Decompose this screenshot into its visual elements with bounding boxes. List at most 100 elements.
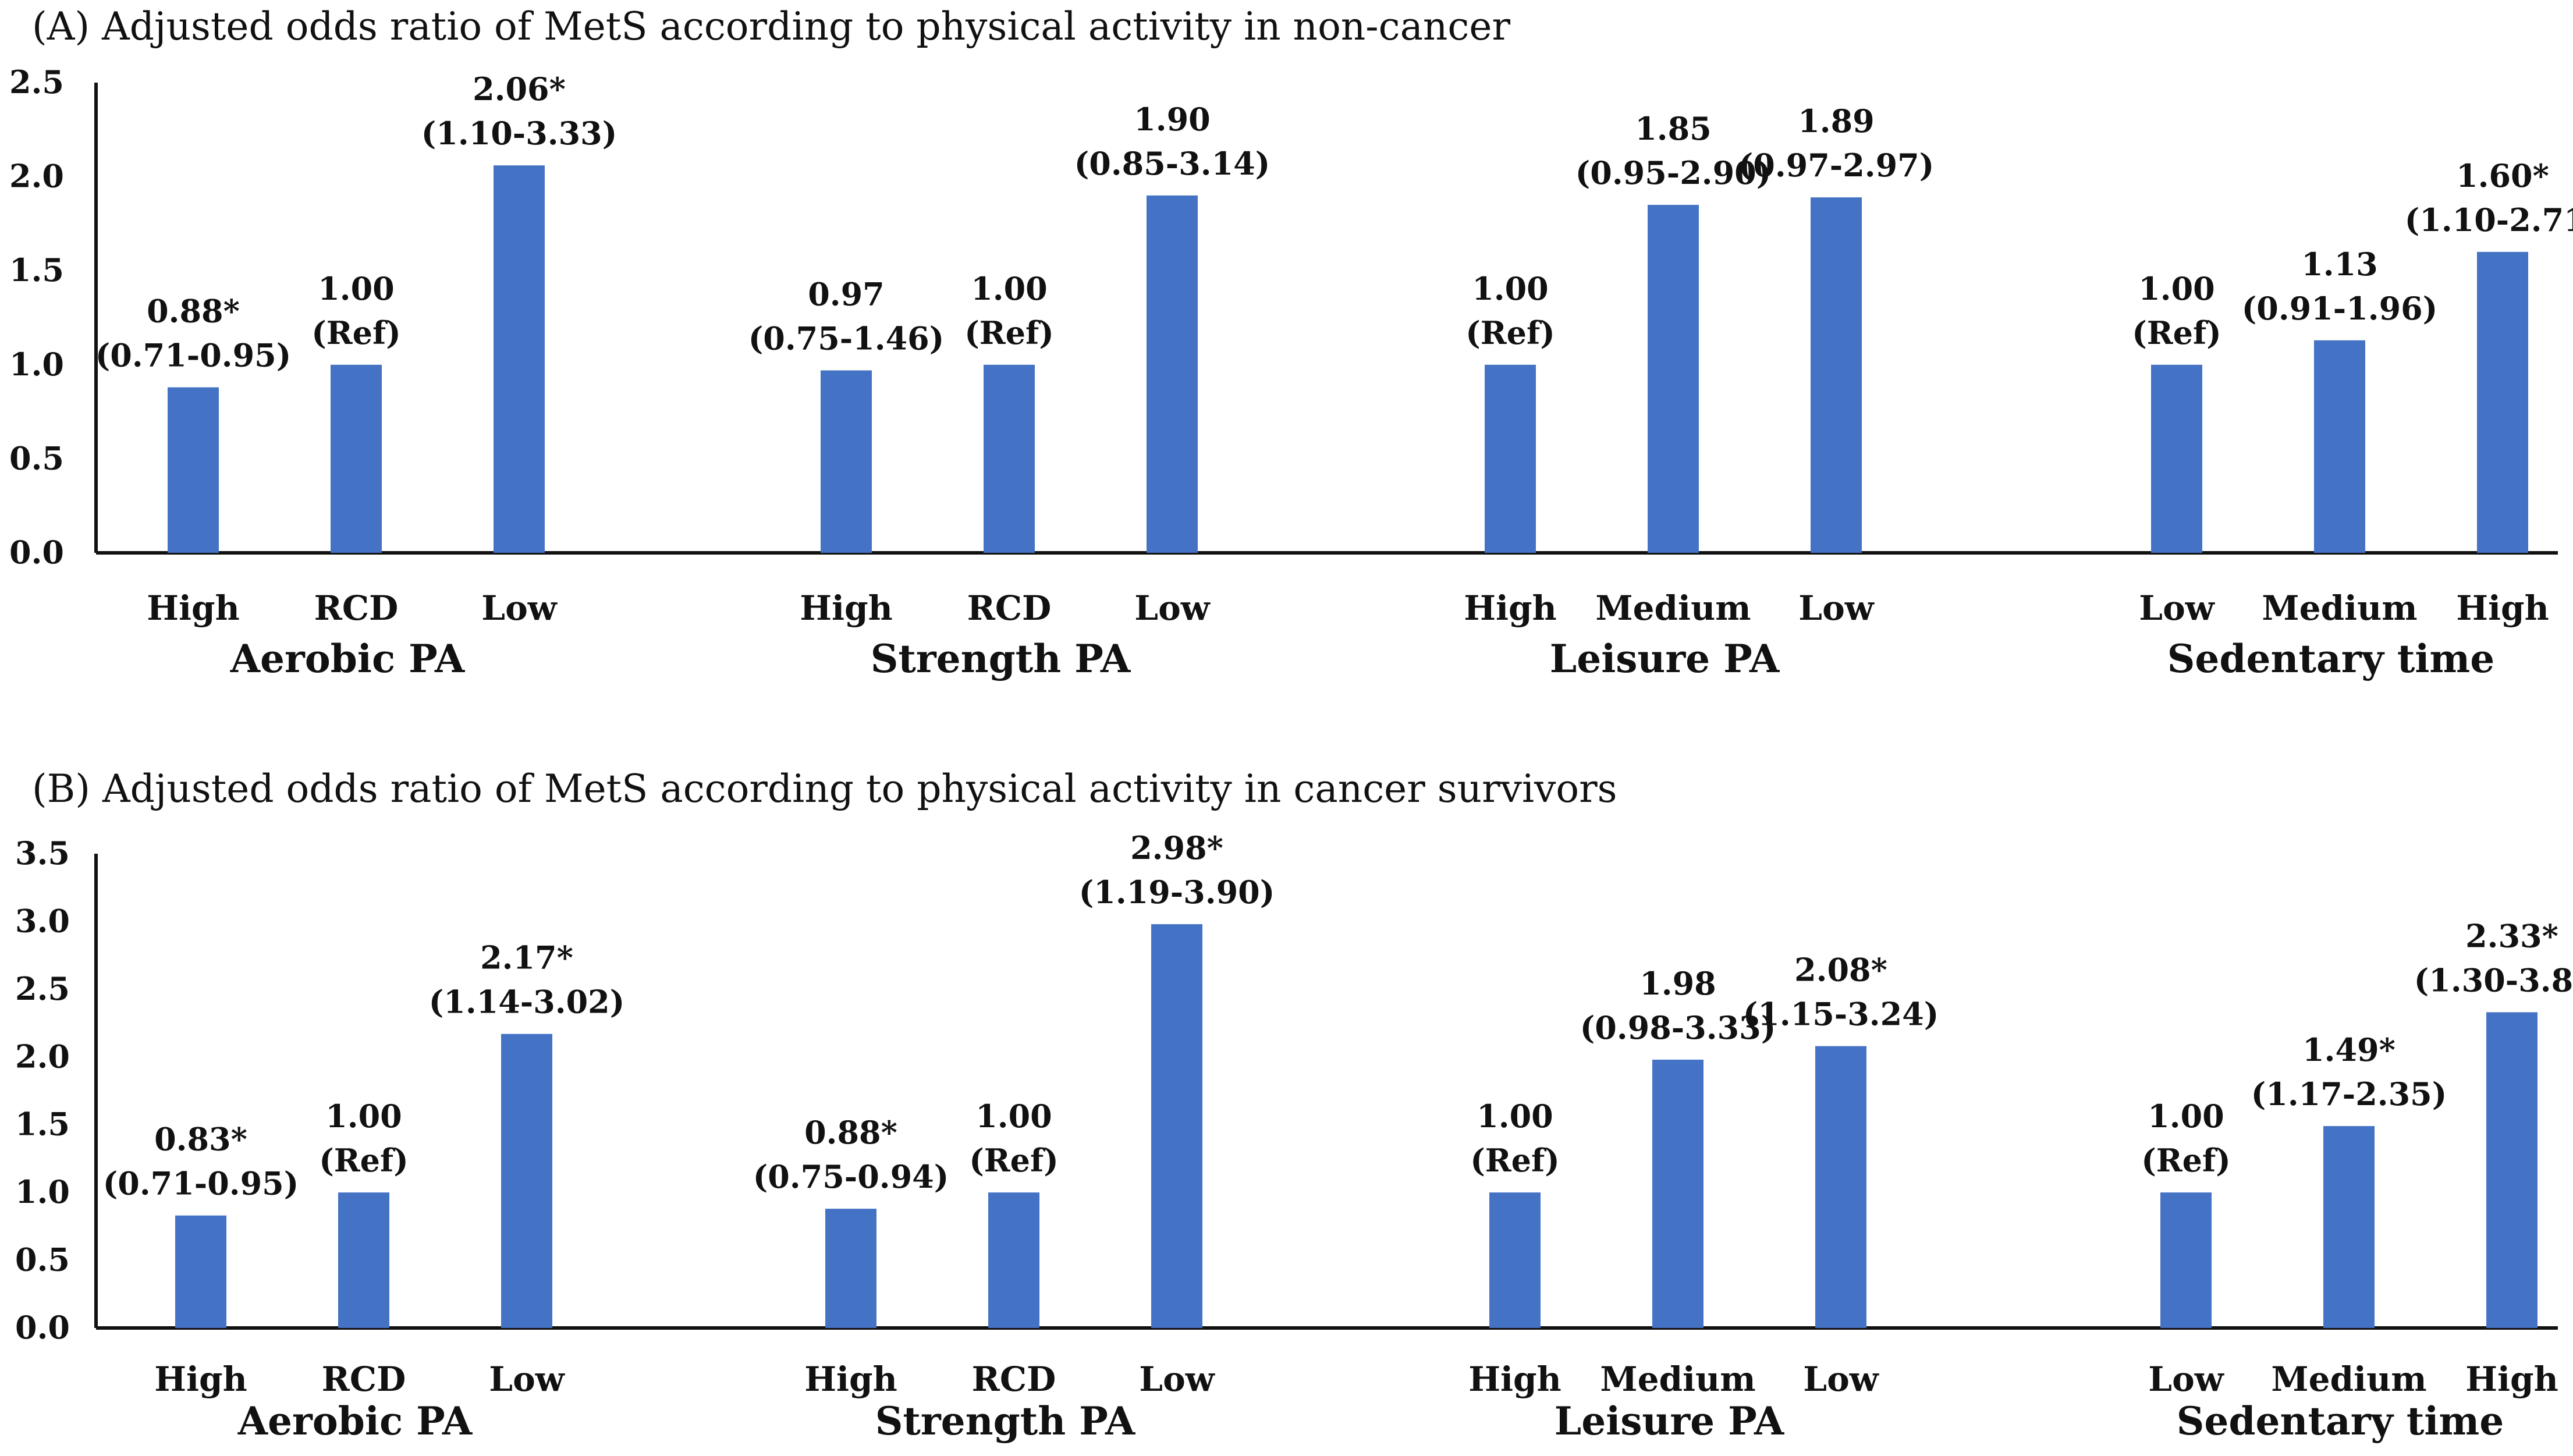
bar-ci-label: (Ref) <box>1470 1142 1560 1179</box>
y-tick-label: 0.0 <box>9 534 64 571</box>
category-label: High <box>1468 1359 1561 1399</box>
bar <box>175 1215 226 1328</box>
bar-ci-label: (0.98-3.33) <box>1580 1009 1776 1046</box>
bar <box>1147 195 1198 553</box>
bar-value-label: 1.00 <box>971 270 1048 307</box>
bar-value-label: 0.97 <box>808 275 885 312</box>
bar <box>338 1192 389 1328</box>
category-label: RCD <box>967 588 1052 628</box>
bar <box>2160 1192 2212 1328</box>
group-label: Sedentary time <box>2167 636 2495 681</box>
bar <box>1652 1059 1703 1328</box>
chart-title: (A) Adjusted odds ratio of MetS accordin… <box>32 4 1510 49</box>
bar-ci-label: (Ref) <box>311 314 401 351</box>
bar <box>501 1034 552 1328</box>
group-label: Aerobic PA <box>237 1398 473 1444</box>
group-label: Sedentary time <box>2177 1398 2504 1444</box>
y-tick-label: 2.5 <box>15 970 70 1007</box>
bar-ci-label: (1.10-2.71) <box>2405 201 2573 239</box>
bar-ci-label: (0.95-2.90) <box>1575 154 1772 191</box>
bar-ci-label: (0.91-1.96) <box>2242 290 2438 327</box>
bar-value-label: 1.00 <box>975 1098 1052 1135</box>
bar-value-label: 1.49* <box>2302 1031 2395 1068</box>
bar-value-label: 1.00 <box>2148 1098 2224 1135</box>
bar-value-label: 2.17* <box>480 939 573 976</box>
y-tick-label: 3.0 <box>15 902 70 939</box>
category-label: Low <box>2139 588 2215 628</box>
bar-ci-label: (Ref) <box>969 1142 1059 1179</box>
category-label: High <box>800 588 893 628</box>
bar-value-label: 1.98 <box>1639 965 1716 1002</box>
y-tick-label: 1.0 <box>9 346 64 383</box>
chart-panel-a: (A) Adjusted odds ratio of MetS accordin… <box>9 4 2573 681</box>
bar-ci-label: (0.71-0.95) <box>95 337 292 374</box>
bar <box>1489 1192 1541 1328</box>
group-label: Strength PA <box>871 636 1131 681</box>
bar-value-label: 1.00 <box>1477 1098 1553 1135</box>
bar <box>988 1192 1039 1328</box>
bar <box>1811 197 1862 553</box>
bar-value-label: 1.85 <box>1635 110 1712 147</box>
bar <box>2151 364 2202 553</box>
group-label: Strength PA <box>875 1398 1135 1444</box>
bar-value-label: 2.33* <box>2465 917 2558 954</box>
bar <box>2323 1126 2375 1328</box>
bar-value-label: 1.89 <box>1798 102 1875 140</box>
y-tick-label: 0.5 <box>9 439 64 477</box>
y-tick-label: 3.5 <box>15 834 70 872</box>
y-tick-label: 0.0 <box>15 1309 70 1346</box>
bar-ci-label: (Ref) <box>964 314 1054 351</box>
category-label: Low <box>489 1359 565 1399</box>
bar-ci-label: (1.10-3.33) <box>421 115 617 152</box>
bar-value-label: 0.88* <box>804 1114 897 1151</box>
bar <box>2477 251 2528 553</box>
category-label: High <box>804 1359 897 1399</box>
bar-ci-label: (1.30-3.89) <box>2414 961 2573 999</box>
category-label: High <box>154 1359 247 1399</box>
bar-value-label: 2.98* <box>1130 829 1223 867</box>
bar-value-label: 1.00 <box>325 1098 402 1135</box>
bar-value-label: 1.13 <box>2301 246 2378 283</box>
bar <box>1151 924 1202 1328</box>
bar-value-label: 0.88* <box>147 293 240 330</box>
bar <box>2314 340 2365 553</box>
chart-title: (B) Adjusted odds ratio of MetS accordin… <box>32 766 1617 811</box>
bar <box>1485 364 1536 553</box>
y-tick-label: 2.0 <box>15 1038 70 1075</box>
bar-ci-label: (1.19-3.90) <box>1079 873 1275 911</box>
bar <box>494 165 545 553</box>
bar <box>2486 1012 2537 1328</box>
bar-ci-label: (0.85-3.14) <box>1074 145 1270 182</box>
bar-ci-label: (0.97-2.97) <box>1738 147 1935 184</box>
bar-ci-label: (Ref) <box>319 1142 409 1179</box>
bar <box>984 364 1035 553</box>
y-tick-label: 1.0 <box>15 1173 70 1210</box>
chart-panel-b: (B) Adjusted odds ratio of MetS accordin… <box>15 766 2573 1444</box>
bar <box>1815 1046 1866 1328</box>
bar-value-label: 1.60* <box>2456 157 2549 194</box>
y-tick-label: 2.5 <box>9 63 64 101</box>
bar-ci-label: (0.71-0.95) <box>103 1165 299 1202</box>
bar <box>821 370 872 553</box>
bar <box>1648 205 1699 553</box>
category-label: High <box>1464 588 1557 628</box>
bar-value-label: 2.06* <box>473 70 566 108</box>
group-label: Leisure PA <box>1555 1398 1784 1444</box>
bar-value-label: 1.00 <box>1472 270 1549 307</box>
category-label: Medium <box>1595 588 1751 628</box>
bar-value-label: 1.00 <box>318 270 395 307</box>
category-label: Low <box>481 588 558 628</box>
category-label: Low <box>1139 1359 1215 1399</box>
bar-value-label: 0.83* <box>154 1121 247 1158</box>
category-label: RCD <box>314 588 399 628</box>
bar-ci-label: (1.15-3.24) <box>1743 996 1939 1033</box>
category-label: High <box>147 588 240 628</box>
category-label: Low <box>1134 588 1211 628</box>
bar-ci-label: (1.17-2.35) <box>2251 1075 2447 1113</box>
category-label: RCD <box>972 1359 1056 1399</box>
bar-ci-label: (0.75-0.94) <box>753 1158 949 1195</box>
group-label: Leisure PA <box>1550 636 1780 681</box>
bar-value-label: 1.90 <box>1134 101 1211 138</box>
category-label: RCD <box>322 1359 406 1399</box>
